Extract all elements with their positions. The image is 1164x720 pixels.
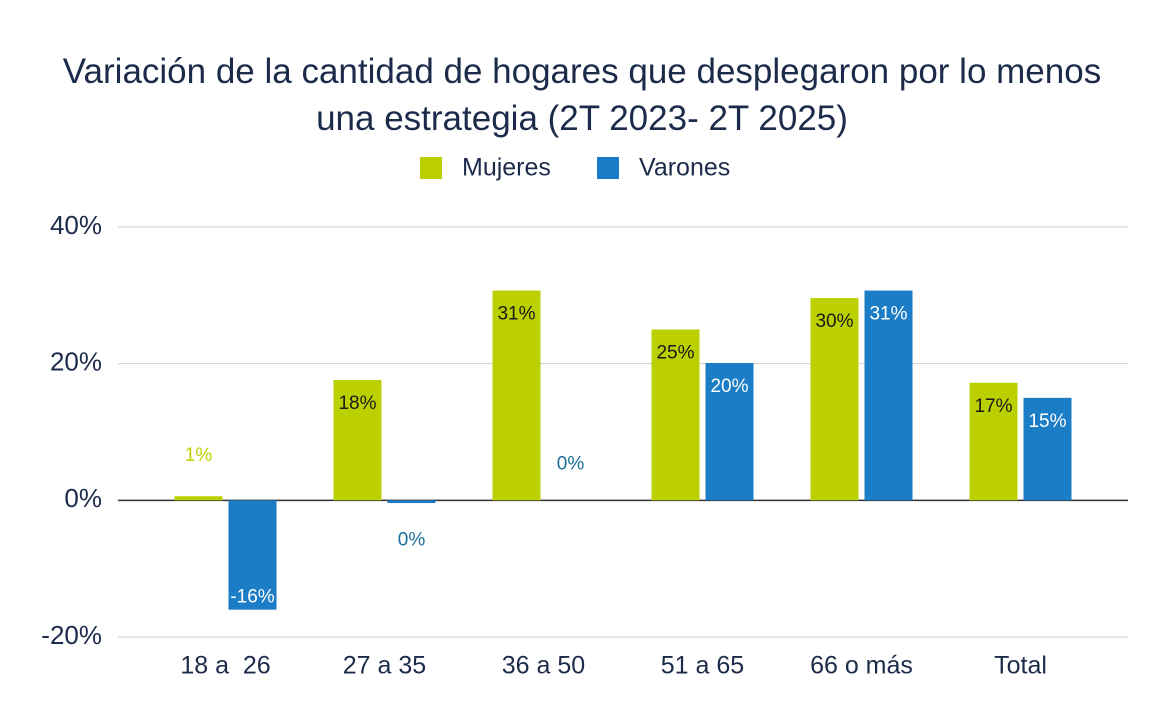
legend-label: Mujeres <box>462 154 551 182</box>
value-label: -16% <box>230 587 274 608</box>
bar <box>228 500 277 610</box>
value-label: 0% <box>557 453 585 474</box>
y-tick-label: 20% <box>50 347 102 377</box>
bar <box>705 362 754 501</box>
value-label: 15% <box>1028 411 1066 432</box>
bar <box>969 382 1018 501</box>
bar <box>864 290 913 501</box>
x-tick-label: 51 a 65 <box>661 652 744 680</box>
value-label: 31% <box>497 304 535 325</box>
y-tick-label: 40% <box>50 210 102 240</box>
value-label: 1% <box>185 445 213 466</box>
value-label: 31% <box>869 304 907 325</box>
legend-swatch <box>420 157 442 179</box>
x-tick-label: 18 a 26 <box>180 652 270 680</box>
value-label: 25% <box>656 343 694 364</box>
x-tick-label: 66 o más <box>810 652 913 680</box>
value-label: 0% <box>398 529 426 550</box>
value-label: 17% <box>974 396 1012 417</box>
bar <box>1023 397 1072 501</box>
y-tick-label: -20% <box>41 620 102 650</box>
bar <box>174 496 223 501</box>
legend-label: Varones <box>639 154 730 182</box>
x-tick-label: 36 a 50 <box>502 652 585 680</box>
bar <box>810 298 859 501</box>
chart-title: Variación de la cantidad de hogares que … <box>62 52 1102 138</box>
value-label: 30% <box>815 311 853 332</box>
bar <box>651 329 700 501</box>
value-label: 18% <box>338 393 376 414</box>
x-tick-label: 27 a 35 <box>343 652 426 680</box>
y-tick-label: 0% <box>64 483 102 513</box>
bar <box>333 380 382 501</box>
legend-swatch <box>597 157 619 179</box>
bar <box>492 290 541 501</box>
bar <box>387 500 436 504</box>
value-label: 20% <box>710 376 748 397</box>
x-tick-label: Total <box>994 652 1047 680</box>
